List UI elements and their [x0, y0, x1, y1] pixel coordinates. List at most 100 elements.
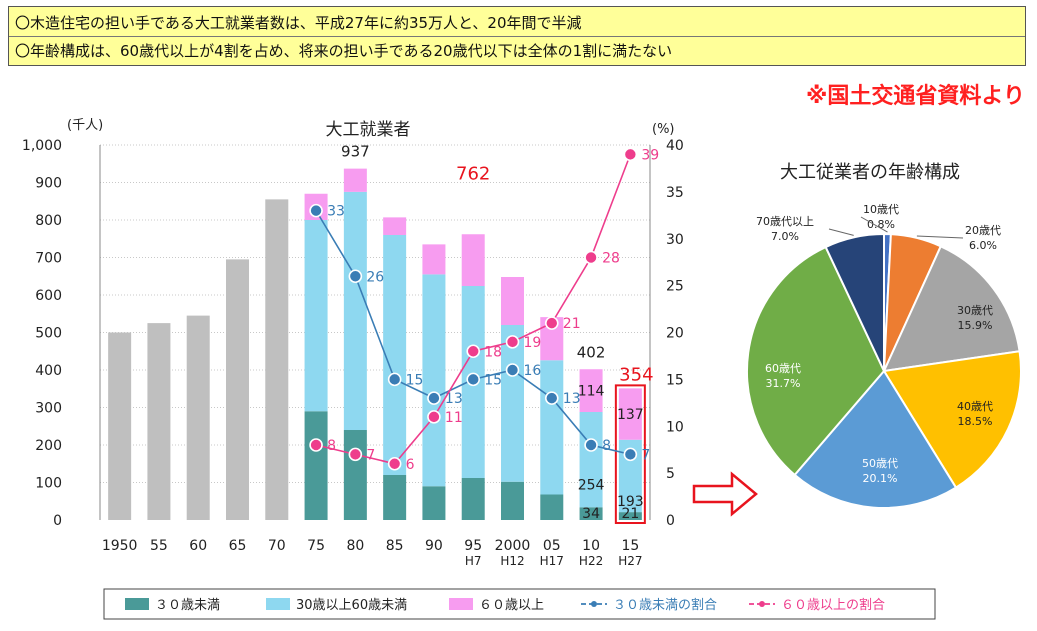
bar-chart-body: 01002003004005006007008009001,0000510152… [22, 138, 684, 568]
y-tick-label: 500 [35, 326, 62, 342]
y-tick-label: 400 [35, 363, 62, 379]
y2-tick-label: 25 [666, 279, 684, 295]
over60-ratio-point [348, 447, 363, 462]
over60-ratio-value-label: 28 [602, 251, 620, 267]
bar-30-60 [540, 360, 564, 495]
legend-marker [591, 601, 597, 607]
data-annotation: 114 [578, 384, 605, 400]
under30-ratio-point [387, 372, 402, 387]
legend-label: ６０歳以上の割合 [781, 597, 885, 613]
pie-slice-percent: 20.1% [863, 472, 898, 485]
data-annotation: 402 [577, 343, 606, 361]
under30-ratio-point [466, 372, 481, 387]
bar-over60 [501, 277, 524, 325]
y-tick-label: 800 [35, 213, 62, 229]
bar-over60 [579, 369, 603, 412]
pie-chart-body: 10歳代 0.8% 20歳代 6.0% 30歳代 15.9% 40歳代 18.5% 50歳代 20… [746, 203, 1022, 509]
headline-line-2: 〇年齢構成は、60歳代以上が4割を占め、将来の担い手である20歳代以下は全体の1… [15, 42, 673, 60]
pie-slice-label: 20歳代 [965, 224, 1001, 237]
legend-label: ３０歳未満の割合 [613, 597, 717, 613]
bar-over60 [343, 168, 367, 192]
x-tick-sublabel: H27 [618, 554, 642, 568]
over60-ratio-value-label: 19 [524, 335, 542, 351]
over60-ratio-value-label: 39 [641, 147, 659, 163]
pie-slice-percent: 15.9% [958, 319, 993, 332]
pie-slice [746, 245, 886, 477]
x-tick-label: 55 [150, 538, 168, 554]
bar-under30 [422, 486, 446, 520]
x-tick-sublabel: H22 [579, 554, 603, 568]
workers-bar-chart: 大工就業者 (千人) (%) 0100200300400500600700800… [22, 118, 684, 568]
under30-ratio-point [348, 269, 363, 284]
bar-30-60 [579, 412, 603, 508]
legend-label: ６０歳以上 [479, 598, 544, 613]
under30-ratio-point [584, 438, 598, 452]
over60-ratio-value-label: 6 [406, 457, 415, 473]
bar-total [265, 199, 289, 520]
x-tick-label: 15 [621, 538, 639, 554]
legend-swatch [125, 598, 149, 610]
bar-over60 [540, 317, 564, 361]
y-tick-label: 300 [35, 401, 62, 417]
x-tick-sublabel: H12 [500, 554, 524, 568]
pie-slice-percent: 0.8% [867, 218, 895, 231]
headline-divider [9, 36, 1025, 37]
pie-leader-line [860, 216, 888, 233]
under30-ratio-point [309, 203, 323, 218]
under30-ratio-value-label: 33 [327, 204, 345, 220]
bar-under30 [579, 507, 603, 520]
bar-under30 [540, 494, 564, 520]
under30-ratio-value-label: 13 [445, 391, 463, 407]
data-annotation: 354 [619, 364, 653, 385]
x-tick-label: 90 [425, 538, 443, 554]
y-tick-label: 100 [35, 476, 62, 492]
under30-ratio-value-label: 8 [602, 438, 611, 454]
y-tick-label: 1,000 [22, 138, 62, 154]
headline-box: 〇木造住宅の担い手である大工就業者数は、平成27年に約35万人と、20年間で半減… [8, 6, 1026, 66]
bar-total [147, 323, 171, 520]
y-axis-unit-right: (%) [652, 122, 675, 137]
pie-slice-label: 40歳代 [957, 400, 993, 413]
over60-ratio-value-label: 21 [563, 316, 581, 332]
x-tick-label: 1950 [102, 538, 138, 554]
over60-ratio-point [427, 410, 441, 424]
legend-swatch [266, 598, 290, 610]
bar-30-60 [501, 325, 524, 482]
x-tick-label: 65 [229, 538, 247, 554]
y2-tick-label: 20 [666, 326, 684, 342]
highlight-box [614, 384, 646, 524]
bar-under30 [461, 478, 485, 520]
y2-tick-label: 15 [666, 372, 684, 388]
x-tick-label: 60 [189, 538, 207, 554]
over60-ratio-point [544, 316, 559, 330]
y-tick-label: 200 [35, 438, 62, 454]
bar-under30 [383, 475, 407, 520]
x-tick-label: 85 [386, 538, 404, 554]
x-tick-label: 10 [582, 538, 600, 554]
arrow-icon [692, 471, 758, 517]
y-tick-label: 0 [53, 513, 62, 529]
y2-tick-label: 10 [666, 419, 684, 435]
under30-ratio-value-label: 13 [563, 391, 581, 407]
pie-slice-label: 60歳代 [765, 362, 801, 375]
over60-ratio-point [584, 250, 598, 265]
pie-slice [793, 369, 958, 509]
bar-under30 [618, 512, 642, 520]
y-axis-unit-left: (千人) [67, 118, 103, 133]
bar-30-60 [304, 220, 328, 412]
pie-slice [882, 350, 1022, 489]
pie-slice-percent: 6.0% [969, 239, 997, 252]
under30-ratio-point [623, 447, 638, 462]
chart-legend: ３０歳未満 30歳以上60歳未満 ６０歳以上 ３０歳未満の割合 ６０歳以上の割合 [103, 588, 936, 620]
under30-ratio-value-label: 26 [366, 269, 384, 285]
data-annotation: 137 [617, 407, 644, 423]
over60-ratio-point [466, 344, 481, 359]
over60-ratio-point [505, 335, 520, 349]
data-annotation: 937 [341, 143, 370, 161]
data-annotation: 254 [578, 478, 605, 494]
y2-tick-label: 0 [666, 513, 675, 529]
over60-ratio-value-label: 18 [484, 344, 502, 360]
pie-slice-label: 10歳代 [863, 203, 899, 216]
pie-slice-label: 70歳代以上 [756, 215, 814, 228]
over60-ratio-point [623, 147, 638, 162]
